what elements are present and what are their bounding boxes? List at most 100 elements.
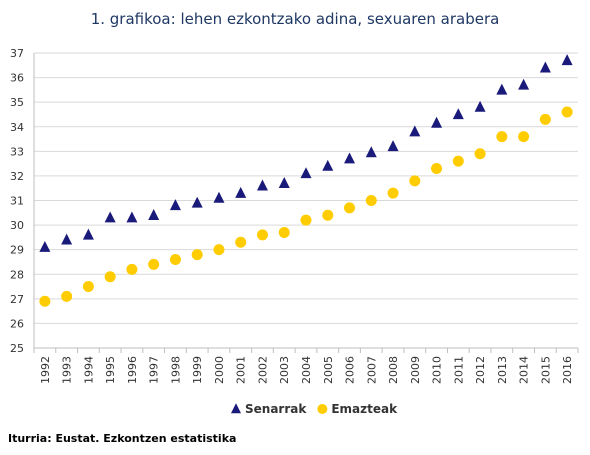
data-point-emazteak <box>474 148 486 160</box>
y-tick-label: 26 <box>10 317 24 330</box>
data-point-emazteak <box>169 254 181 265</box>
legend-marker-senarrak <box>231 403 241 414</box>
data-point-emazteak <box>278 226 290 238</box>
data-point-emazteak <box>561 106 573 118</box>
data-point-emazteak <box>148 258 160 270</box>
x-tick-label: 2016 <box>561 356 574 384</box>
data-point-senarrak <box>452 108 464 120</box>
x-tick-label: 2002 <box>256 356 269 384</box>
x-tick-label: 2015 <box>539 356 552 384</box>
data-point-senarrak <box>126 211 138 223</box>
data-point-senarrak <box>300 167 312 179</box>
data-point-senarrak <box>387 140 399 152</box>
data-point-emazteak <box>213 244 225 256</box>
axes <box>33 53 579 353</box>
data-points <box>39 54 573 307</box>
data-point-senarrak <box>431 116 443 128</box>
data-point-senarrak <box>474 100 486 112</box>
y-tick-label: 36 <box>10 72 24 85</box>
x-tick-label: 1993 <box>61 356 74 384</box>
data-point-senarrak <box>539 61 551 73</box>
chart-title: 1. grafikoa: lehen ezkontzako adina, sex… <box>90 10 500 28</box>
legend-label: Senarrak <box>245 402 307 416</box>
data-point-emazteak <box>387 187 399 199</box>
x-tick-label: 2009 <box>409 356 422 384</box>
x-tick-label: 1996 <box>126 356 139 384</box>
data-point-senarrak <box>561 54 573 66</box>
x-tick-label: 1998 <box>169 356 182 384</box>
data-point-emazteak <box>39 295 51 307</box>
data-point-emazteak <box>518 131 530 143</box>
data-point-emazteak <box>300 214 312 226</box>
y-tick-label: 29 <box>10 244 24 257</box>
source-note: Iturria: Eustat. Ezkontzen estatistika <box>8 432 237 445</box>
legend-label: Emazteak <box>331 402 398 416</box>
data-point-senarrak <box>235 186 247 198</box>
data-point-emazteak <box>82 281 94 293</box>
data-point-senarrak <box>169 199 181 211</box>
data-point-emazteak <box>496 131 508 143</box>
y-tick-label: 34 <box>10 121 24 134</box>
x-tick-label: 2004 <box>300 356 313 384</box>
x-tick-label: 1995 <box>104 356 117 384</box>
y-tick-label: 32 <box>10 170 24 183</box>
x-tick-label: 2003 <box>278 356 291 384</box>
data-point-senarrak <box>61 233 73 245</box>
y-tick-label: 31 <box>10 195 24 208</box>
x-tick-label: 2014 <box>518 356 531 384</box>
legend-marker-emazteak <box>317 404 328 414</box>
data-point-senarrak <box>191 196 203 208</box>
data-point-senarrak <box>148 208 160 220</box>
x-tick-label: 2000 <box>213 356 226 384</box>
data-point-emazteak <box>61 290 73 302</box>
x-tick-label: 2010 <box>431 356 444 384</box>
data-point-senarrak <box>256 179 268 191</box>
data-point-senarrak <box>409 125 421 137</box>
data-point-senarrak <box>344 152 356 164</box>
y-tick-label: 27 <box>10 293 24 306</box>
x-tick-label: 2005 <box>322 356 335 384</box>
y-tick-label: 37 <box>10 47 24 60</box>
y-axis-tick-labels: 25 26 27 28 29 30 31 32 33 34 35 36 37 <box>10 47 24 355</box>
y-tick-label: 35 <box>10 96 24 109</box>
data-point-emazteak <box>191 249 203 261</box>
data-point-senarrak <box>213 191 225 203</box>
x-tick-label: 2013 <box>496 356 509 384</box>
data-point-senarrak <box>365 146 377 158</box>
data-point-senarrak <box>104 211 116 223</box>
y-tick-label: 28 <box>10 268 24 281</box>
x-tick-label: 2006 <box>344 356 357 384</box>
data-point-emazteak <box>452 155 464 167</box>
data-point-emazteak <box>365 195 377 206</box>
data-point-senarrak <box>518 78 530 90</box>
data-point-emazteak <box>409 175 421 187</box>
data-point-emazteak <box>104 271 116 283</box>
data-point-senarrak <box>82 228 94 240</box>
data-point-emazteak <box>431 163 443 175</box>
data-point-emazteak <box>344 202 356 214</box>
x-tick-label: 2011 <box>452 356 465 384</box>
data-point-emazteak <box>256 229 268 241</box>
data-point-senarrak <box>322 159 334 171</box>
y-tick-label: 33 <box>10 145 24 158</box>
data-point-senarrak <box>278 177 290 188</box>
data-point-senarrak <box>496 83 508 95</box>
x-tick-label: 1999 <box>191 356 204 384</box>
grid-lines <box>34 52 578 324</box>
data-point-emazteak <box>322 209 334 221</box>
data-point-senarrak <box>39 240 51 252</box>
x-tick-label: 1992 <box>39 356 52 384</box>
data-point-emazteak <box>539 113 551 125</box>
x-tick-label: 1997 <box>148 356 161 384</box>
x-tick-label: 2012 <box>474 356 487 384</box>
y-tick-label: 25 <box>10 342 24 355</box>
y-tick-label: 30 <box>10 219 24 232</box>
x-axis-tick-labels: 1992 1993 1994 1995 1996 1997 1998 1999 2000 2001… <box>39 356 574 384</box>
x-tick-label: 2001 <box>235 356 248 384</box>
data-point-emazteak <box>126 263 138 275</box>
x-tick-label: 2008 <box>387 356 400 384</box>
legend: Senarrak Emazteak <box>231 402 398 416</box>
x-tick-label: 1994 <box>82 356 95 384</box>
x-tick-label: 2007 <box>365 356 378 384</box>
